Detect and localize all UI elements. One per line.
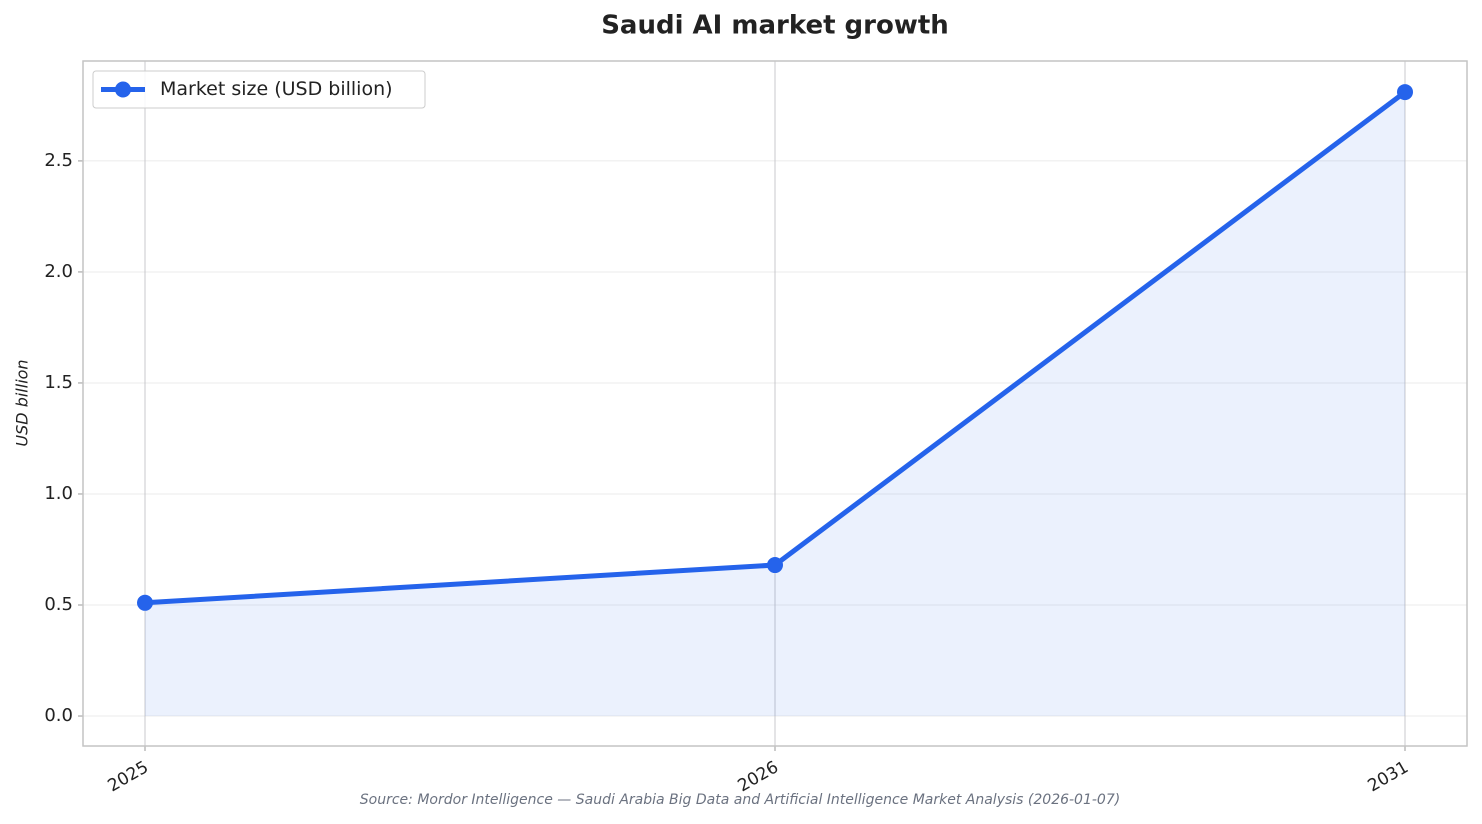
- legend-label: Market size (USD billion): [160, 78, 393, 100]
- source-note: Source: Mordor Intelligence — Saudi Arab…: [360, 792, 1120, 808]
- y-tick-label: 2.5: [44, 150, 73, 171]
- y-axis-label: USD billion: [13, 359, 32, 446]
- y-tick-label: 1.0: [44, 483, 73, 504]
- y-tick-label: 2.0: [44, 261, 73, 282]
- legend-box: [92, 70, 426, 109]
- y-tick-label: 0.5: [44, 594, 73, 615]
- y-tick-label: 1.5: [44, 372, 73, 393]
- x-tick-label: 2031: [1365, 757, 1412, 796]
- area-fill: [145, 92, 1405, 717]
- point: [137, 594, 153, 611]
- x-tick-label: 2026: [735, 757, 782, 796]
- legend-marker: [115, 81, 131, 98]
- plot-frame: [82, 60, 1468, 747]
- y-tick-label: 0.0: [44, 705, 73, 726]
- x-tick-label: 2025: [105, 757, 152, 796]
- chart-title: Saudi AI market growth: [601, 11, 949, 41]
- point: [767, 557, 783, 574]
- point: [1397, 84, 1413, 101]
- legend: Market size (USD billion): [92, 70, 426, 109]
